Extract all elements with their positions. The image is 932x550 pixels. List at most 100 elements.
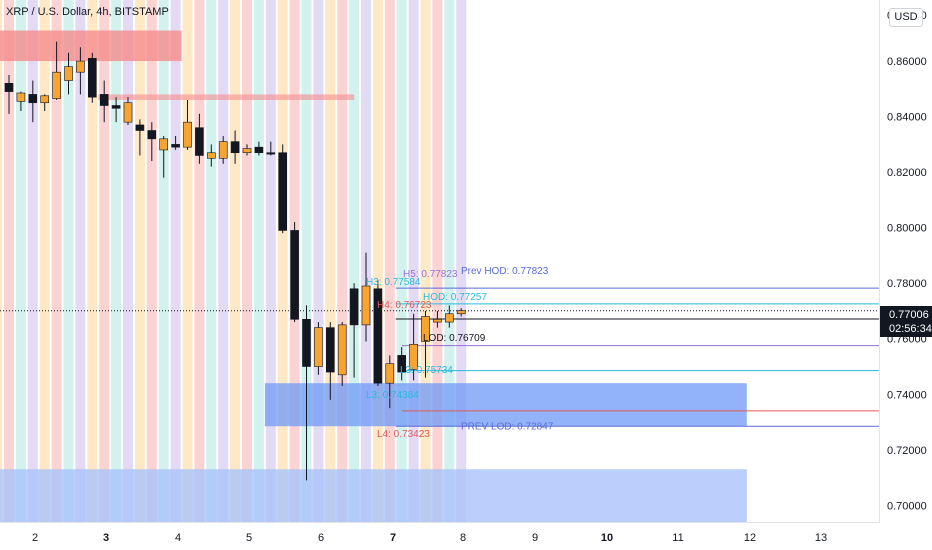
session-stripe xyxy=(75,0,86,522)
session-stripe xyxy=(218,0,229,522)
bullish-candle xyxy=(159,138,168,151)
camarilla-label: H5: 0.77823 xyxy=(403,269,458,280)
session-stripe xyxy=(420,0,431,522)
price-tick-label: 0.72000 xyxy=(887,445,927,457)
bearish-candle xyxy=(302,319,311,367)
session-stripe xyxy=(277,0,288,522)
session-stripe xyxy=(206,0,217,522)
time-tick-label: 9 xyxy=(532,532,538,544)
session-stripe xyxy=(301,0,312,522)
session-stripe xyxy=(4,0,14,522)
time-axis[interactable]: 2 3 4 5 6 7 8 9 10 11 12 13 xyxy=(32,532,827,544)
session-stripes xyxy=(0,0,467,522)
bearish-candle xyxy=(28,94,38,104)
session-stripe xyxy=(51,0,62,522)
bullish-candle xyxy=(183,121,192,148)
level-label: Prev HOD: 0.77823 xyxy=(461,266,549,277)
bullish-candle xyxy=(242,148,252,154)
bullish-candle xyxy=(123,102,133,123)
currency-button[interactable]: USD xyxy=(889,8,923,27)
bullish-candle xyxy=(456,310,466,315)
camarilla-label: L3: 0.75734 xyxy=(400,365,453,376)
session-stripe xyxy=(123,0,133,522)
session-stripe xyxy=(99,0,110,522)
session-stripe xyxy=(384,0,395,522)
time-tick-label: 6 xyxy=(318,532,324,544)
session-stripe xyxy=(0,0,3,522)
session-stripe xyxy=(325,0,336,522)
session-stripe xyxy=(158,0,169,522)
session-stripe xyxy=(134,0,145,522)
bullish-candle xyxy=(444,313,454,323)
time-tick-label: 2 xyxy=(32,532,38,544)
time-tick-label: 7 xyxy=(390,532,396,544)
camarilla-label: L3: 0.74384 xyxy=(366,390,419,401)
time-tick-label: 11 xyxy=(672,532,683,544)
time-tick-label: 5 xyxy=(246,532,252,544)
session-stripe xyxy=(349,0,360,522)
session-stripe xyxy=(396,0,407,522)
bullish-candle xyxy=(314,327,323,367)
session-stripe xyxy=(27,0,38,522)
session-stripe xyxy=(87,0,98,522)
price-tick-label: 0.86000 xyxy=(887,56,927,68)
live-price-badge: 0.77006 02:56:34 xyxy=(880,306,932,337)
bearish-candle xyxy=(195,127,204,156)
demand-light-zone xyxy=(0,469,747,522)
price-tick-label: 0.78000 xyxy=(887,278,927,290)
session-stripe xyxy=(408,0,419,522)
bearish-candle xyxy=(397,355,407,373)
level-label: PREV LOD: 0.72847 xyxy=(461,421,554,432)
session-stripe xyxy=(313,0,324,522)
session-stripe xyxy=(253,0,264,522)
zones-layer xyxy=(0,30,747,522)
bearish-candle xyxy=(278,152,288,231)
bearish-candle xyxy=(266,152,276,155)
session-stripe xyxy=(39,0,50,522)
bullish-candle xyxy=(16,92,26,102)
bar-countdown: 02:56:34 xyxy=(889,323,932,335)
level-label: HOD: 0.77257 xyxy=(423,292,487,303)
bearish-candle xyxy=(111,105,121,109)
bearish-candle xyxy=(373,288,383,384)
time-tick-label: 8 xyxy=(460,532,466,544)
price-tick-label: 0.84000 xyxy=(887,112,927,124)
price-tick-label: 0.70000 xyxy=(887,500,927,512)
bearish-candle xyxy=(135,124,145,131)
chart-title: XRP / U.S. Dollar, 4h, BITSTAMP xyxy=(6,6,169,18)
bullish-candle xyxy=(337,324,347,376)
time-tick-label: 13 xyxy=(815,532,827,544)
bullish-candle xyxy=(207,152,216,159)
time-tick-label: 12 xyxy=(744,532,756,544)
camarilla-label: H4: 0.76723 xyxy=(377,300,432,311)
bearish-candle xyxy=(254,146,264,154)
session-stripe xyxy=(372,0,383,522)
price-axis[interactable]: 0.880000.860000.840000.820000.800000.780… xyxy=(887,10,927,512)
session-stripe xyxy=(15,0,26,522)
session-stripe xyxy=(146,0,157,522)
demand-zone xyxy=(264,383,747,427)
bullish-candle xyxy=(409,343,418,370)
time-tick-label: 10 xyxy=(601,532,613,544)
levels-layer xyxy=(0,287,880,427)
session-stripe xyxy=(432,0,443,522)
time-tick-label: 3 xyxy=(103,532,109,544)
camarilla-label: H3: 0.77584 xyxy=(366,277,421,288)
bearish-candle xyxy=(4,82,14,92)
session-stripe xyxy=(170,0,181,522)
session-stripe xyxy=(194,0,205,522)
supply-zone xyxy=(0,30,182,62)
bullish-candle xyxy=(52,71,61,99)
session-stripe xyxy=(456,0,467,522)
price-tick-label: 0.74000 xyxy=(887,389,927,401)
bullish-candle xyxy=(218,141,228,159)
session-stripe xyxy=(111,0,122,522)
bearish-candle xyxy=(171,144,180,148)
bearish-candle xyxy=(230,141,240,154)
bearish-candle xyxy=(147,130,157,140)
camarilla-label: L4: 0.73423 xyxy=(377,429,430,440)
session-stripe xyxy=(63,0,74,522)
bullish-candle xyxy=(433,319,442,323)
session-stripe xyxy=(182,0,193,522)
